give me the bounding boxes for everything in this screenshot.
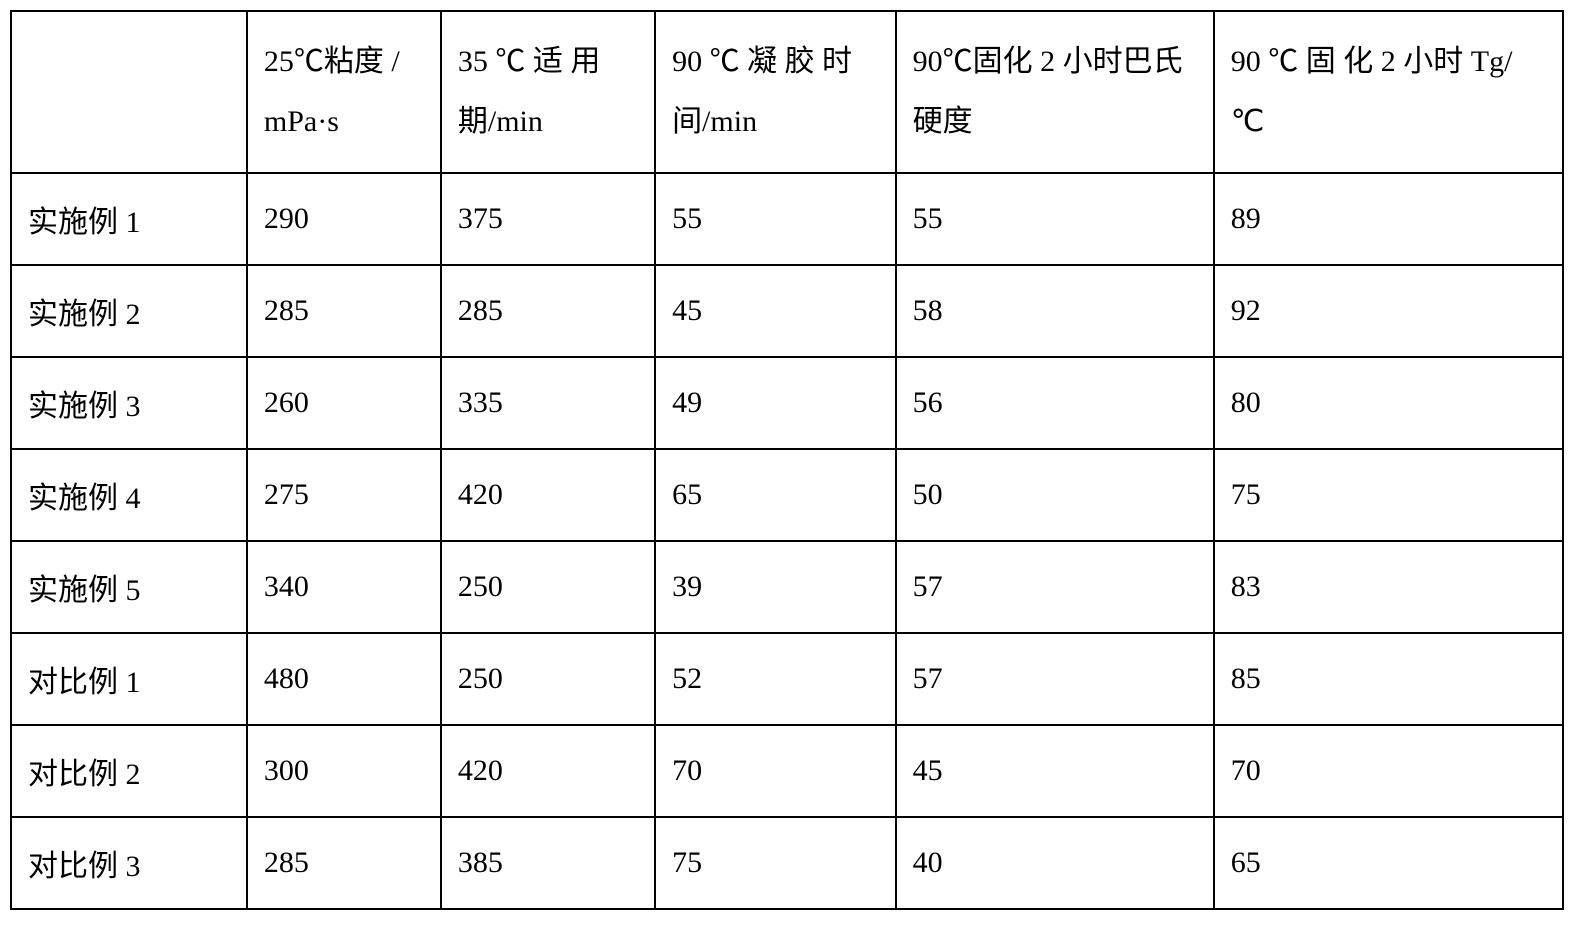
cell-value: 75 bbox=[655, 817, 896, 909]
row-label: 实施例 4 bbox=[11, 449, 247, 541]
row-label: 实施例 1 bbox=[11, 173, 247, 265]
cell-value: 250 bbox=[441, 541, 655, 633]
cell-value: 85 bbox=[1214, 633, 1563, 725]
cell-value: 83 bbox=[1214, 541, 1563, 633]
cell-value: 70 bbox=[655, 725, 896, 817]
cell-value: 285 bbox=[247, 265, 441, 357]
row-label: 实施例 5 bbox=[11, 541, 247, 633]
cell-value: 300 bbox=[247, 725, 441, 817]
table-row: 实施例 3 260 335 49 56 80 bbox=[11, 357, 1563, 449]
cell-value: 375 bbox=[441, 173, 655, 265]
cell-value: 45 bbox=[655, 265, 896, 357]
cell-value: 80 bbox=[1214, 357, 1563, 449]
cell-value: 335 bbox=[441, 357, 655, 449]
cell-value: 56 bbox=[896, 357, 1214, 449]
cell-value: 65 bbox=[1214, 817, 1563, 909]
properties-table: 25℃粘度 / mPa·s 35 ℃ 适 用期/min 90 ℃ 凝 胶 时间/… bbox=[10, 10, 1564, 910]
cell-value: 89 bbox=[1214, 173, 1563, 265]
cell-value: 49 bbox=[655, 357, 896, 449]
cell-value: 55 bbox=[896, 173, 1214, 265]
table-row: 对比例 2 300 420 70 45 70 bbox=[11, 725, 1563, 817]
cell-value: 70 bbox=[1214, 725, 1563, 817]
cell-value: 420 bbox=[441, 449, 655, 541]
table-header-row: 25℃粘度 / mPa·s 35 ℃ 适 用期/min 90 ℃ 凝 胶 时间/… bbox=[11, 11, 1563, 173]
cell-value: 58 bbox=[896, 265, 1214, 357]
cell-value: 285 bbox=[441, 265, 655, 357]
cell-value: 285 bbox=[247, 817, 441, 909]
table-row: 实施例 1 290 375 55 55 89 bbox=[11, 173, 1563, 265]
cell-value: 250 bbox=[441, 633, 655, 725]
cell-value: 65 bbox=[655, 449, 896, 541]
cell-value: 52 bbox=[655, 633, 896, 725]
cell-value: 75 bbox=[1214, 449, 1563, 541]
cell-value: 92 bbox=[1214, 265, 1563, 357]
row-label: 实施例 3 bbox=[11, 357, 247, 449]
row-label: 对比例 1 bbox=[11, 633, 247, 725]
header-cell-potlife: 35 ℃ 适 用期/min bbox=[441, 11, 655, 173]
cell-value: 39 bbox=[655, 541, 896, 633]
table-row: 实施例 2 285 285 45 58 92 bbox=[11, 265, 1563, 357]
row-label: 实施例 2 bbox=[11, 265, 247, 357]
table-row: 实施例 5 340 250 39 57 83 bbox=[11, 541, 1563, 633]
cell-value: 290 bbox=[247, 173, 441, 265]
header-cell-rowlabel bbox=[11, 11, 247, 173]
cell-value: 275 bbox=[247, 449, 441, 541]
table-row: 对比例 3 285 385 75 40 65 bbox=[11, 817, 1563, 909]
table-row: 实施例 4 275 420 65 50 75 bbox=[11, 449, 1563, 541]
table-body: 25℃粘度 / mPa·s 35 ℃ 适 用期/min 90 ℃ 凝 胶 时间/… bbox=[11, 11, 1563, 909]
header-cell-geltime: 90 ℃ 凝 胶 时间/min bbox=[655, 11, 896, 173]
table-row: 对比例 1 480 250 52 57 85 bbox=[11, 633, 1563, 725]
cell-value: 50 bbox=[896, 449, 1214, 541]
cell-value: 260 bbox=[247, 357, 441, 449]
cell-value: 480 bbox=[247, 633, 441, 725]
cell-value: 57 bbox=[896, 633, 1214, 725]
cell-value: 57 bbox=[896, 541, 1214, 633]
cell-value: 55 bbox=[655, 173, 896, 265]
header-cell-tg: 90 ℃ 固 化 2 小时 Tg/℃ bbox=[1214, 11, 1563, 173]
cell-value: 340 bbox=[247, 541, 441, 633]
cell-value: 385 bbox=[441, 817, 655, 909]
row-label: 对比例 3 bbox=[11, 817, 247, 909]
cell-value: 40 bbox=[896, 817, 1214, 909]
row-label: 对比例 2 bbox=[11, 725, 247, 817]
header-cell-hardness: 90℃固化 2 小时巴氏硬度 bbox=[896, 11, 1214, 173]
header-cell-viscosity: 25℃粘度 / mPa·s bbox=[247, 11, 441, 173]
cell-value: 420 bbox=[441, 725, 655, 817]
cell-value: 45 bbox=[896, 725, 1214, 817]
